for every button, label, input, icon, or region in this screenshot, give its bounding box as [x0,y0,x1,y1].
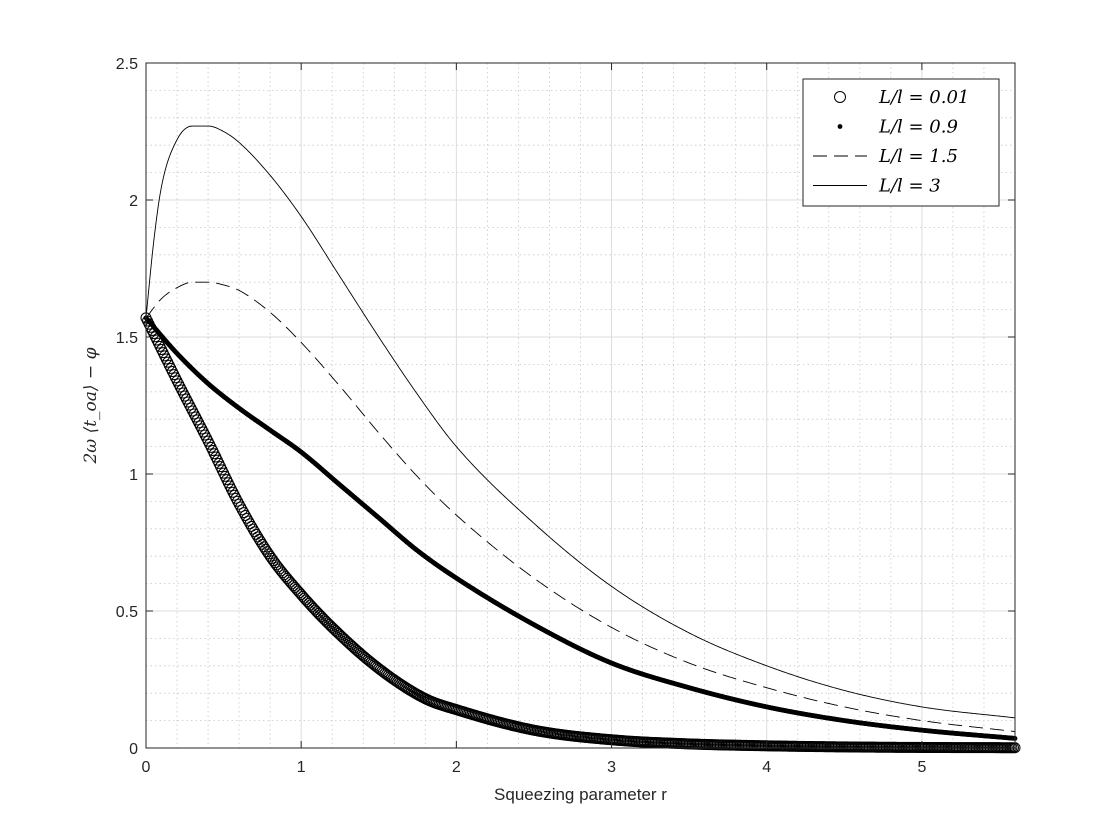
x-tick-label: 0 [142,759,151,776]
y-tick-labels: 0 0.5 1 1.5 2 2.5 [116,56,138,758]
x-tick-label: 2 [452,759,461,776]
y-tick-label: 1 [129,467,138,484]
legend-entry: L/l = 0.9 [837,117,958,138]
series-4 [145,125,1016,719]
series-line [145,281,1016,733]
series-point [242,515,254,527]
series-point [239,509,251,521]
y-tick-label: 2.5 [116,56,138,73]
series-point [235,501,247,513]
y-tick-label: 0.5 [116,604,138,621]
x-axis-label: Squeezing parameter r [494,785,667,804]
series-point [241,512,253,524]
x-tick-label: 5 [917,759,926,776]
legend-label: L/l = 3 [878,176,941,197]
legend-swatch-dot [837,124,843,129]
legend-label: L/l = 0.01 [878,87,969,108]
series-2 [143,315,1018,741]
legend: L/l = 0.01 L/l = 0.9 L/l = 1.5 L/l = 3 [802,78,1000,207]
legend-label: L/l = 0.9 [878,117,958,138]
legend-swatch-circle [834,91,846,103]
legend-entry: L/l = 3 [813,176,941,197]
x-tick-labels: 0 1 2 3 4 5 [142,759,927,776]
series-point [236,504,248,516]
series-1 [140,312,1021,754]
legend-label: L/l = 1.5 [878,146,958,167]
series-3 [145,281,1016,733]
axis-ticks [145,62,1015,749]
x-tick-label: 4 [762,759,771,776]
series-layer [140,125,1021,754]
y-tick-label: 0 [129,741,138,758]
x-tick-label: 1 [297,759,306,776]
legend-entry: L/l = 0.01 [834,87,969,108]
series-point [233,498,245,510]
legend-entry: L/l = 1.5 [813,146,958,167]
x-tick-label: 3 [607,759,616,776]
y-tick-label: 2 [129,193,138,210]
y-tick-label: 1.5 [116,330,138,347]
series-point [244,518,256,530]
y-axis-label: 2ω ⟨t_oa⟩ − φ [81,347,101,464]
series-point [238,507,250,519]
plot-area-frame [145,62,1016,749]
series-line [145,125,1016,719]
